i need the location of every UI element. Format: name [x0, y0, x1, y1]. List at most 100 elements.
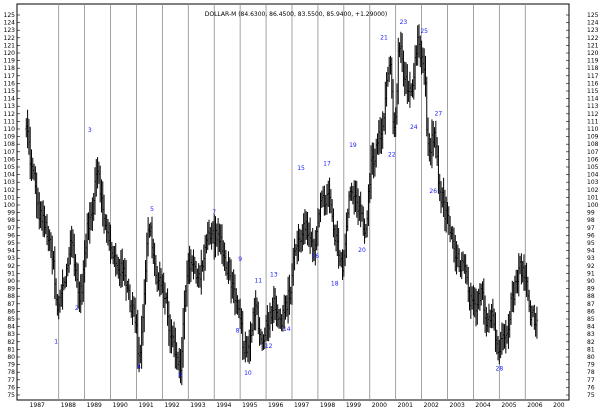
y-tick-label-right: 107: [587, 149, 599, 156]
y-tick-label-right: 105: [587, 164, 599, 171]
y-tick-label-left: 98: [7, 217, 15, 224]
y-tick-label-left: 79: [7, 362, 15, 369]
y-tick-label-right: 77: [587, 377, 595, 384]
y-tick-label-right: 114: [587, 96, 599, 103]
y-tick-label-right: 109: [587, 134, 599, 141]
y-tick-label-left: 112: [4, 111, 16, 118]
wave-label-17: 17: [323, 160, 331, 167]
y-tick-label-left: 82: [7, 339, 15, 346]
y-tick-label-left: 104: [4, 172, 16, 179]
y-tick-label-right: 110: [587, 126, 599, 133]
y-tick-label-left: 114: [4, 96, 16, 103]
x-tick-label: 2006: [527, 402, 542, 409]
y-tick-label-right: 80: [587, 354, 595, 361]
y-tick-label-right: 75: [587, 392, 595, 399]
y-tick-label-left: 100: [4, 202, 16, 209]
y-tick-label-right: 83: [587, 331, 595, 338]
x-tick-label: 1989: [87, 402, 102, 409]
wave-label-14: 14: [283, 326, 291, 333]
wave-label-2: 2: [75, 305, 79, 312]
y-tick-label-right: 78: [587, 369, 595, 376]
y-tick-label-left: 119: [4, 58, 16, 65]
wave-label-16: 16: [311, 253, 319, 260]
x-tick-label: 2003: [450, 402, 465, 409]
wave-label-13: 13: [270, 271, 278, 278]
y-tick-label-right: 122: [587, 35, 599, 42]
y-tick-label-right: 101: [587, 194, 599, 201]
wave-label-24: 24: [410, 124, 418, 131]
y-tick-label-right: 118: [587, 65, 599, 72]
y-tick-label-right: 86: [587, 308, 595, 315]
x-tick-label: 1998: [320, 402, 335, 409]
y-tick-label-right: 99: [587, 210, 595, 217]
y-tick-label-right: 121: [587, 42, 599, 49]
y-tick-label-right: 102: [587, 187, 599, 194]
y-tick-label-left: 85: [7, 316, 15, 323]
x-tick-label: 2004: [475, 402, 490, 409]
y-tick-label-right: 97: [587, 225, 595, 232]
y-tick-label-left: 77: [7, 377, 15, 384]
y-tick-label-left: 95: [7, 240, 15, 247]
y-tick-label-left: 123: [4, 27, 16, 34]
y-tick-label-left: 115: [4, 88, 16, 95]
y-tick-label-right: 98: [587, 217, 595, 224]
y-tick-label-left: 99: [7, 210, 15, 217]
y-tick-label-right: 90: [587, 278, 595, 285]
wave-label-8: 8: [236, 328, 240, 335]
y-tick-label-left: 124: [4, 20, 16, 27]
y-tick-label-left: 110: [4, 126, 16, 133]
y-tick-label-right: 89: [587, 286, 595, 293]
y-tick-label-left: 105: [4, 164, 16, 171]
x-axis: 1987 1988 1989 1990 1991 1992 1993 1994 1995 1996…: [30, 402, 565, 409]
y-tick-label-left: 96: [7, 232, 15, 239]
y-tick-label-right: 100: [587, 202, 599, 209]
wave-label-6: 6: [179, 372, 183, 379]
x-tick-label: 1996: [268, 402, 283, 409]
y-tick-label-left: 90: [7, 278, 15, 285]
wave-label-9: 9: [238, 256, 242, 263]
wave-label-15: 15: [297, 165, 305, 172]
y-tick-label-right: 92: [587, 263, 595, 270]
wave-label-21: 21: [380, 34, 388, 41]
y-tick-label-right: 93: [587, 255, 595, 262]
y-tick-label-left: 76: [7, 384, 15, 391]
y-tick-label-right: 81: [587, 346, 595, 353]
y-tick-label-right: 95: [587, 240, 595, 247]
y-tick-label-right: 108: [587, 141, 599, 148]
y-tick-label-right: 125: [587, 12, 599, 19]
wave-label-25: 25: [420, 28, 428, 35]
wave-label-18: 18: [331, 281, 339, 288]
y-tick-label-left: 120: [4, 50, 16, 57]
y-tick-label-left: 87: [7, 301, 15, 308]
wave-label-20: 20: [358, 247, 366, 254]
x-tick-label: 1993: [190, 402, 205, 409]
y-tick-label-right: 91: [587, 270, 595, 277]
y-tick-label-left: 109: [4, 134, 16, 141]
x-tick-label: 1990: [113, 402, 128, 409]
y-tick-label-left: 125: [4, 12, 16, 19]
y-tick-label-right: 85: [587, 316, 595, 323]
wave-label-12: 12: [265, 343, 273, 350]
x-tick-label: 1988: [61, 402, 76, 409]
wave-label-4: 4: [137, 364, 141, 371]
x-tick-label: 1991: [138, 402, 153, 409]
y-tick-label-right: 123: [587, 27, 599, 34]
wave-labels: 1234567891011121314151617181920212223242…: [54, 19, 503, 379]
y-tick-label-left: 116: [4, 80, 16, 87]
wave-label-3: 3: [88, 127, 92, 134]
wave-label-26: 26: [429, 188, 437, 195]
y-axis-right: 7576777879808182838485868788899091929394…: [566, 12, 599, 399]
y-tick-label-left: 92: [7, 263, 15, 270]
y-tick-label-right: 117: [587, 73, 599, 80]
wave-label-5: 5: [150, 206, 154, 213]
y-tick-label-left: 83: [7, 331, 15, 338]
y-tick-label-right: 84: [587, 324, 595, 331]
price-bars: [25, 24, 539, 386]
y-tick-label-left: 93: [7, 255, 15, 262]
y-tick-label-right: 104: [587, 172, 599, 179]
y-tick-label-right: 76: [587, 384, 595, 391]
x-tick-label: 2005: [501, 402, 516, 409]
y-tick-label-left: 86: [7, 308, 15, 315]
x-tick-label: 2001: [398, 402, 413, 409]
